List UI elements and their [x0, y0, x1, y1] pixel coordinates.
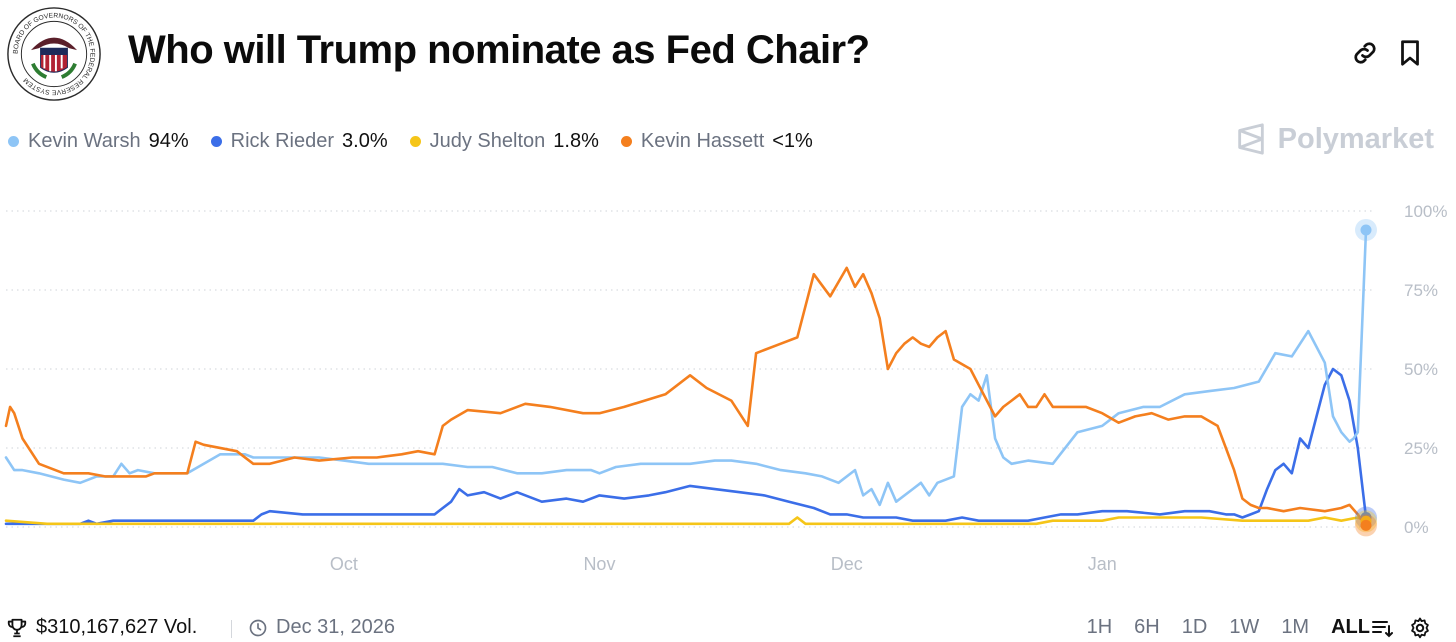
volume-info: $310,167,627 Vol.: [6, 616, 197, 639]
legend-item-kevin-warsh[interactable]: Kevin Warsh 94%: [8, 130, 189, 153]
divider: [231, 620, 232, 638]
series-line-kevin-warsh: [4, 228, 1368, 507]
page-title: Who will Trump nominate as Fed Chair?: [128, 28, 870, 72]
end-marker-kevin-hassett: [1360, 519, 1372, 531]
polymarket-brand: Polymarket: [1234, 122, 1434, 156]
time-range-selector: 1H 6H 1D 1W 1M ALL: [1065, 616, 1370, 639]
range-all[interactable]: ALL: [1331, 616, 1370, 638]
y-tick-label: 0%: [1404, 518, 1429, 537]
x-tick-label: Jan: [1088, 554, 1117, 574]
legend-label: Judy Shelton: [429, 130, 546, 152]
polymarket-logo-icon: [1237, 123, 1264, 155]
end-date-text: Dec 31, 2026: [276, 616, 395, 638]
series-line-rick-rieder: [4, 367, 1368, 526]
legend-dot: [409, 136, 421, 147]
series-line-judy-shelton: [4, 516, 1368, 526]
clock-icon: [249, 619, 267, 636]
y-tick-label: 50%: [1404, 360, 1438, 379]
range-1d[interactable]: 1D: [1181, 616, 1208, 638]
legend-dot: [8, 136, 19, 147]
legend-item-judy-shelton[interactable]: Judy Shelton 1.8%: [409, 130, 599, 153]
link-icon[interactable]: [1350, 38, 1380, 68]
end-marker-kevin-warsh: [1360, 224, 1372, 236]
sort-lines-icon[interactable]: [1370, 616, 1394, 640]
bookmark-icon[interactable]: [1395, 38, 1425, 68]
range-1m[interactable]: 1M: [1281, 616, 1310, 638]
y-tick-label: 75%: [1404, 281, 1438, 300]
legend-value: 1.8%: [553, 130, 599, 152]
footer-bar: $310,167,627 Vol. Dec 31, 2026 1H 6H 1D …: [0, 612, 1456, 642]
legend-value: 94%: [148, 130, 189, 152]
range-1w[interactable]: 1W: [1229, 616, 1260, 638]
legend-dot: [210, 136, 222, 147]
brand-name: Polymarket: [1277, 122, 1434, 155]
legend-label: Kevin Warsh: [28, 130, 141, 152]
legend-item-kevin-hassett[interactable]: Kevin Hassett <1%: [620, 130, 813, 153]
legend-item-rick-rieder[interactable]: Rick Rieder 3.0%: [210, 130, 388, 153]
y-tick-label: 100%: [1404, 202, 1447, 221]
legend-label: Rick Rieder: [230, 130, 335, 152]
volume-text: $310,167,627 Vol.: [36, 616, 198, 638]
y-tick-label: 25%: [1404, 439, 1438, 458]
chart-legend: Kevin Warsh 94% Rick Rieder 3.0% Judy Sh…: [8, 130, 835, 153]
series-line-kevin-hassett: [4, 266, 1368, 527]
probability-line-chart: 0% 25% 50% 75% 100% Oct Nov Dec Jan: [4, 202, 1447, 574]
trophy-icon: [7, 618, 27, 637]
gear-icon[interactable]: [1408, 616, 1432, 640]
end-date-info: Dec 31, 2026: [248, 616, 395, 639]
legend-label: Kevin Hassett: [640, 130, 765, 152]
x-tick-label: Nov: [583, 554, 615, 574]
federal-reserve-seal-logo: BOARD OF GOVERNORS OF THE FEDERAL RESERV…: [7, 7, 101, 101]
range-6h[interactable]: 6H: [1134, 616, 1160, 638]
legend-value: 3.0%: [342, 130, 388, 152]
range-1h[interactable]: 1H: [1086, 616, 1113, 638]
legend-value: <1%: [772, 130, 813, 152]
legend-dot: [620, 136, 632, 147]
x-tick-label: Oct: [330, 554, 358, 574]
x-tick-label: Dec: [831, 554, 863, 574]
